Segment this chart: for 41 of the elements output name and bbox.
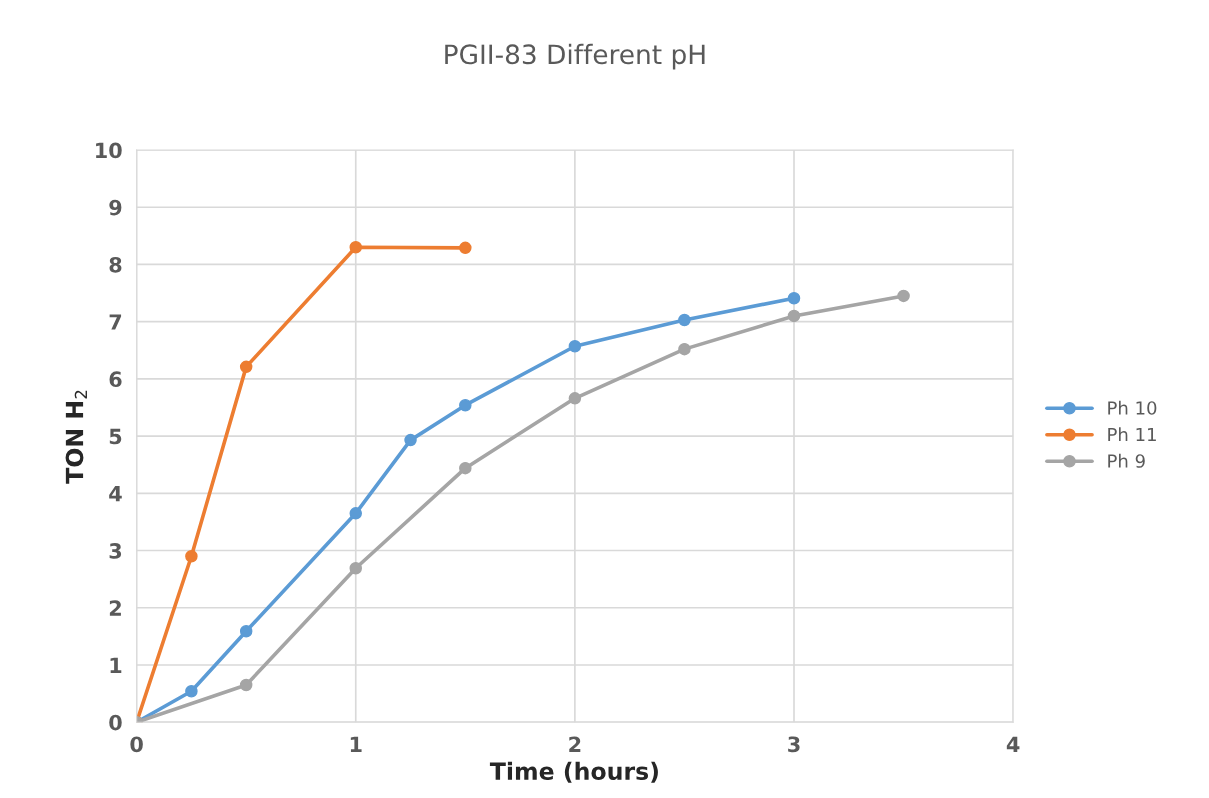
point: [349, 241, 362, 254]
y-tick-label: 7: [109, 314, 122, 330]
y-tick-label: 3: [109, 542, 122, 559]
point: [787, 309, 801, 323]
y-tick-label: 6: [109, 371, 122, 388]
point: [404, 433, 417, 447]
x-tick-label: 1: [350, 736, 362, 752]
point: [459, 461, 472, 475]
y-tick-label: 9: [109, 199, 122, 216]
y-tick-label: 0: [109, 714, 122, 731]
point: [239, 360, 253, 374]
x-tick-label: 3: [788, 736, 800, 753]
point: [787, 291, 801, 305]
point: [349, 562, 362, 575]
y-tick-label: 8: [109, 256, 122, 273]
legend-label: Ph 10: [1108, 400, 1157, 415]
y-tick-label: 2: [109, 600, 121, 616]
point: [349, 507, 362, 520]
point: [897, 289, 910, 303]
y-tick-label: 1: [110, 657, 122, 673]
point: [678, 313, 691, 327]
x-tick-label: 0: [130, 736, 143, 753]
chart-title: PGII-83 Different pH: [445, 43, 705, 70]
y-tick-label: 4: [109, 486, 122, 502]
point: [459, 398, 472, 412]
y-tick-label: 10: [96, 142, 122, 159]
point: [568, 340, 582, 353]
point: [185, 685, 198, 698]
y-axis-title: TON H$_{2}$: [65, 390, 87, 484]
x-tick-label: 4: [1006, 736, 1020, 752]
point: [239, 624, 253, 638]
legend-label: Ph 9: [1108, 453, 1145, 468]
legend-label: Ph 11: [1108, 427, 1156, 442]
point: [239, 678, 253, 692]
x-axis-title: Time (hours): [489, 761, 658, 783]
point: [678, 342, 691, 356]
point: [568, 392, 582, 405]
point: [459, 241, 472, 255]
point: [185, 550, 198, 563]
y-tick-label: 5: [109, 428, 122, 445]
x-tick-label: 2: [569, 736, 581, 752]
